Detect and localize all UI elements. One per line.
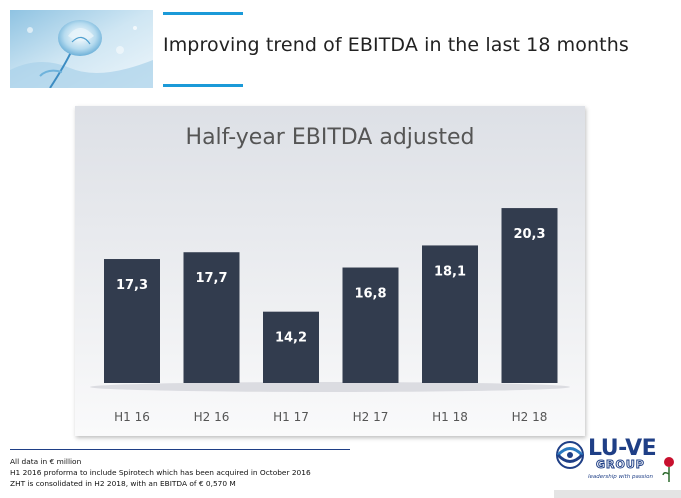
x-tick-label: H1 16: [114, 410, 150, 424]
red-rose-icon: [662, 457, 674, 482]
title-bottom-rule: [163, 84, 243, 87]
data-label: 18,1: [434, 264, 466, 279]
footnote-zht: ZHT is consolidated in H2 2018, with an …: [10, 479, 236, 488]
logo-group: GROUP: [596, 458, 645, 472]
bar-h1-17: [263, 311, 319, 383]
lu-ve-logo: LU-VE GROUP leadership with passion: [552, 436, 677, 486]
ebitda-chart: Half-year EBITDA adjusted 17,3 H1 16 17,7 H…: [75, 106, 585, 436]
lu-ve-logo-icon: [556, 441, 584, 469]
slide-title: Improving trend of EBITDA in the last 18…: [163, 34, 629, 56]
logo-tagline: leadership with passion: [588, 474, 653, 480]
logo-wordmark: LU-VE: [588, 436, 657, 461]
x-tick-label: H2 16: [194, 410, 230, 424]
data-label: 16,8: [354, 287, 386, 302]
corner-decoration: [554, 490, 681, 498]
title-top-rule: [163, 12, 243, 15]
ebitda-bar-chart: Half-year EBITDA adjusted 17,3 H1 16 17,7 H…: [90, 125, 570, 424]
x-tick-label: H2 18: [512, 410, 548, 424]
data-label: 14,2: [275, 331, 307, 346]
chart-title: Half-year EBITDA adjusted: [186, 125, 475, 150]
data-label: 20,3: [513, 227, 545, 242]
data-label: 17,7: [195, 271, 227, 286]
data-label: 17,3: [116, 278, 148, 293]
footnote-spirotech: H1 2016 proforma to include Spirotech wh…: [10, 468, 311, 477]
footnote-units: All data in € million: [10, 457, 82, 466]
bar-h2-17: [342, 267, 399, 383]
bar-h1-16: [104, 259, 160, 383]
footnotes: All data in € million H1 2016 proforma t…: [10, 449, 350, 489]
x-tick-label: H1 18: [432, 410, 468, 424]
bar-h1-18: [422, 245, 478, 383]
x-tick-label: H2 17: [353, 410, 389, 424]
bar-h2-18: [501, 208, 558, 383]
rose-splash-image: [10, 10, 153, 88]
x-tick-label: H1 17: [273, 410, 309, 424]
baseline-shadow: [90, 382, 570, 392]
bar-h2-16: [183, 252, 240, 383]
